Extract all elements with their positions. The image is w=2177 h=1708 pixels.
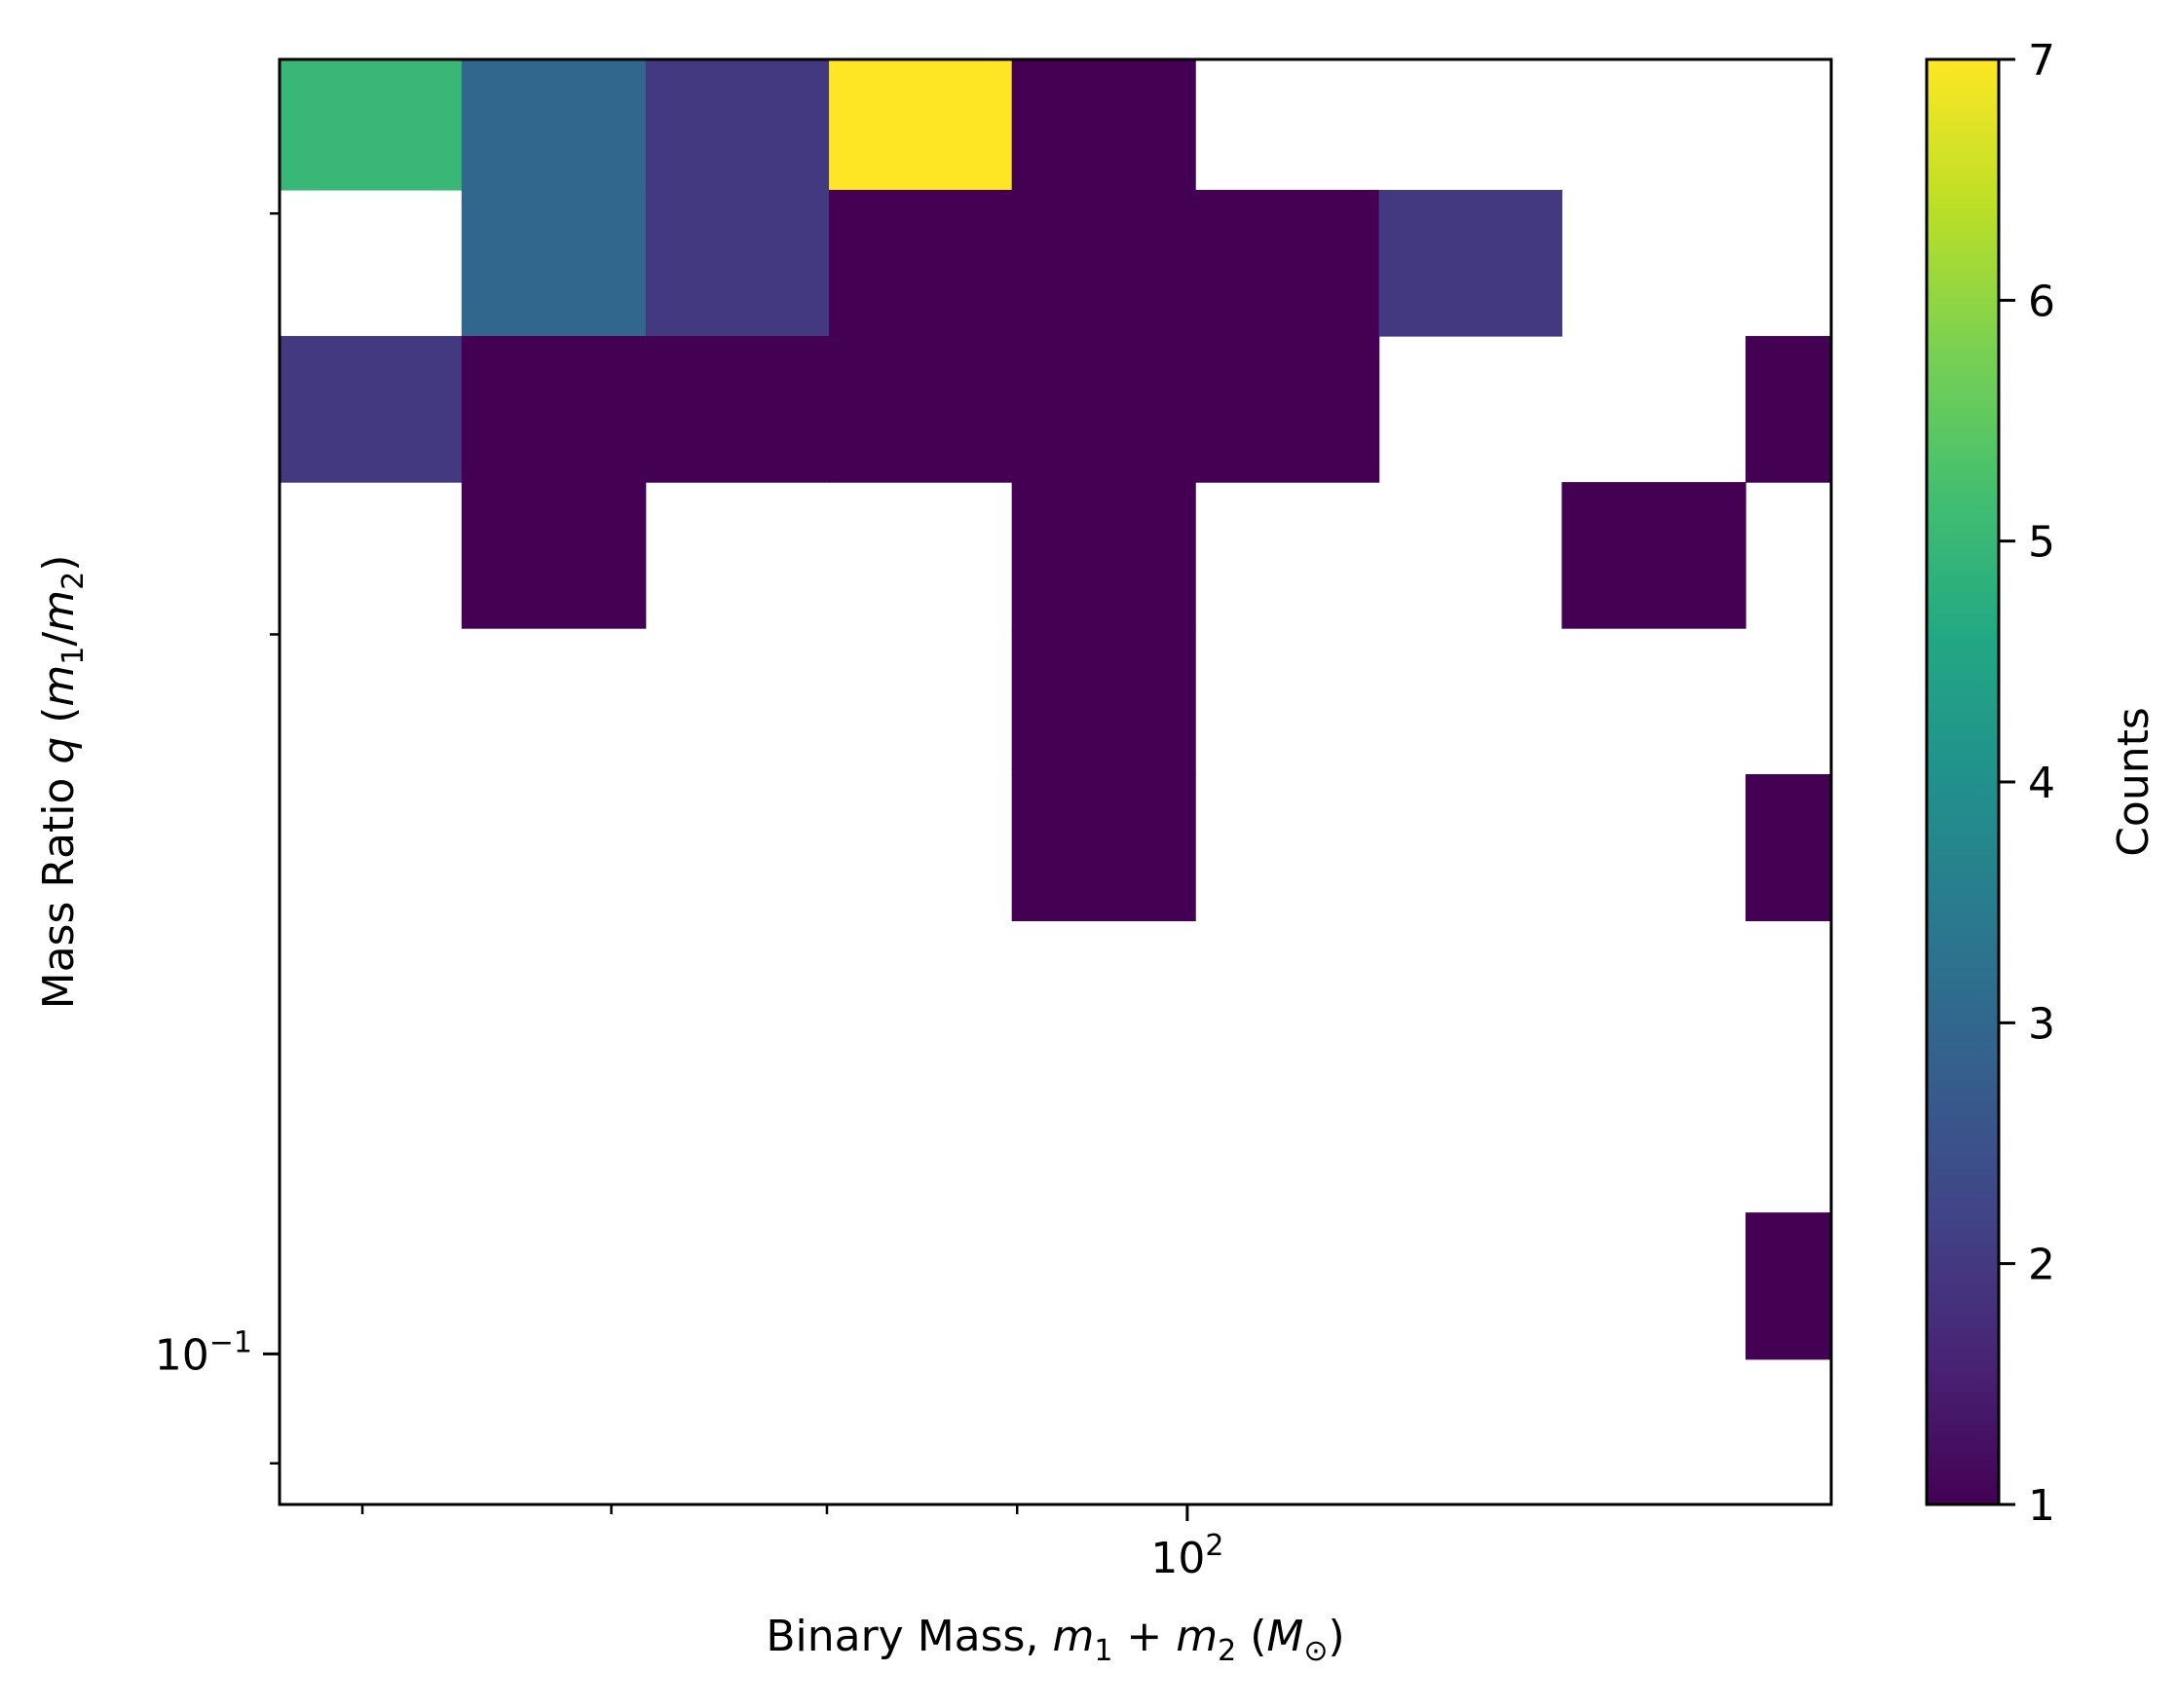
heatmap-cell — [1195, 336, 1380, 483]
colorbar-tick-label: 5 — [2028, 518, 2055, 568]
heatmap-cell — [1561, 482, 1746, 629]
heatmap-cell — [1745, 774, 1832, 922]
heatmap-cell — [829, 189, 1013, 337]
x-tick-label-100: 102 — [1150, 1529, 1223, 1583]
colorbar-tick-label: 1 — [2028, 1481, 2055, 1531]
heatmap-cell — [829, 336, 1013, 483]
heatmap-cell — [1011, 774, 1196, 922]
heatmap-cell — [1745, 1212, 1832, 1360]
x-axis-ticks — [360, 1504, 1189, 1521]
y-axis-label: Mass Ratio q (m1/m2) — [34, 555, 91, 1010]
heatmap-cell — [461, 482, 647, 629]
heatmap-cell — [1011, 628, 1196, 775]
colorbar-tick-label: 4 — [2028, 759, 2055, 808]
heatmap-cell — [645, 189, 830, 337]
colorbar-label: Counts — [2109, 707, 2158, 857]
colorbar — [1925, 57, 2001, 1506]
heatmap-cell — [1745, 336, 1832, 483]
heatmap-cell — [829, 59, 1013, 191]
heatmap-cell — [645, 336, 830, 483]
y-tick-label-0.1: 10−1 — [155, 1325, 252, 1380]
heatmap-cell — [1011, 336, 1196, 483]
x-axis-label: Binary Mass, m1 + m2 (M⊙) — [766, 1612, 1344, 1668]
heatmap-cell — [1195, 189, 1380, 337]
heatmap-cell — [280, 336, 463, 483]
heatmap-cell — [1011, 189, 1196, 337]
heatmap-cell — [461, 59, 647, 191]
heatmap-cell — [280, 59, 463, 191]
colorbar-tick-label: 3 — [2028, 999, 2055, 1049]
heatmap-cell — [645, 59, 830, 191]
heatmap-cells — [280, 59, 1832, 1360]
y-axis-ticks — [263, 211, 280, 1465]
colorbar-tick-label: 2 — [2028, 1241, 2055, 1290]
colorbar-ticks: 1 2 3 4 5 6 7 — [1999, 36, 2055, 1531]
heatmap-cell — [461, 189, 647, 337]
heatmap-cell — [1011, 482, 1196, 629]
plot-frame — [278, 57, 1833, 1506]
heatmap-cell — [1378, 189, 1562, 337]
heatmap-cell — [461, 336, 647, 483]
heatmap-cell — [1011, 59, 1196, 191]
colorbar-tick-label: 6 — [2028, 277, 2055, 326]
colorbar-tick-label: 7 — [2028, 36, 2055, 86]
